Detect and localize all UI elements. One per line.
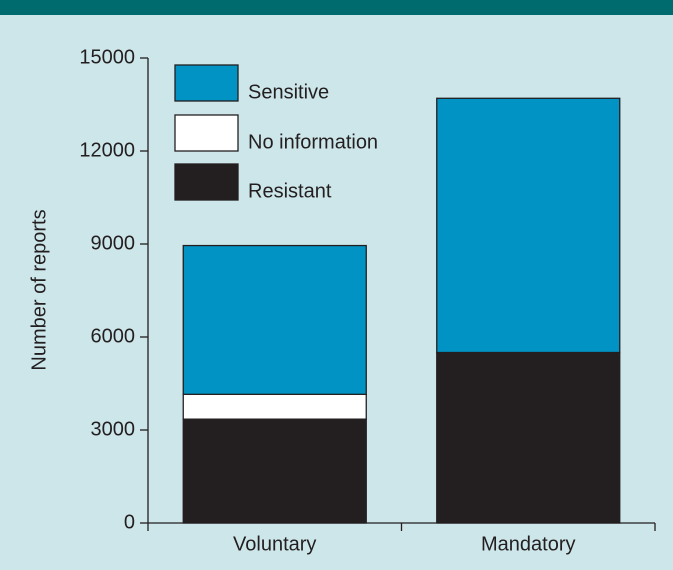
y-tick-label: 15000 bbox=[79, 46, 135, 68]
legend-swatch bbox=[174, 163, 239, 201]
y-axis-label: Number of reports bbox=[28, 209, 50, 370]
bar-segment bbox=[182, 393, 367, 420]
legend-label: No information bbox=[248, 131, 378, 153]
legend-swatch bbox=[174, 114, 239, 152]
bar-segment bbox=[182, 244, 367, 396]
legend-label: Resistant bbox=[248, 180, 332, 202]
y-tick-label: 3000 bbox=[91, 418, 136, 440]
x-tick-label: Mandatory bbox=[481, 533, 576, 555]
bar-segment bbox=[436, 351, 621, 524]
bar-segment bbox=[182, 418, 367, 524]
legend-swatch bbox=[174, 64, 239, 102]
y-tick-label: 12000 bbox=[79, 139, 135, 161]
x-tick-label: Voluntary bbox=[233, 533, 316, 555]
bar-segment bbox=[436, 97, 621, 354]
y-tick-label: 0 bbox=[124, 511, 135, 533]
y-tick-label: 6000 bbox=[91, 325, 136, 347]
legend-label: Sensitive bbox=[248, 81, 329, 103]
y-tick-label: 9000 bbox=[91, 232, 136, 254]
header-band bbox=[0, 0, 673, 15]
